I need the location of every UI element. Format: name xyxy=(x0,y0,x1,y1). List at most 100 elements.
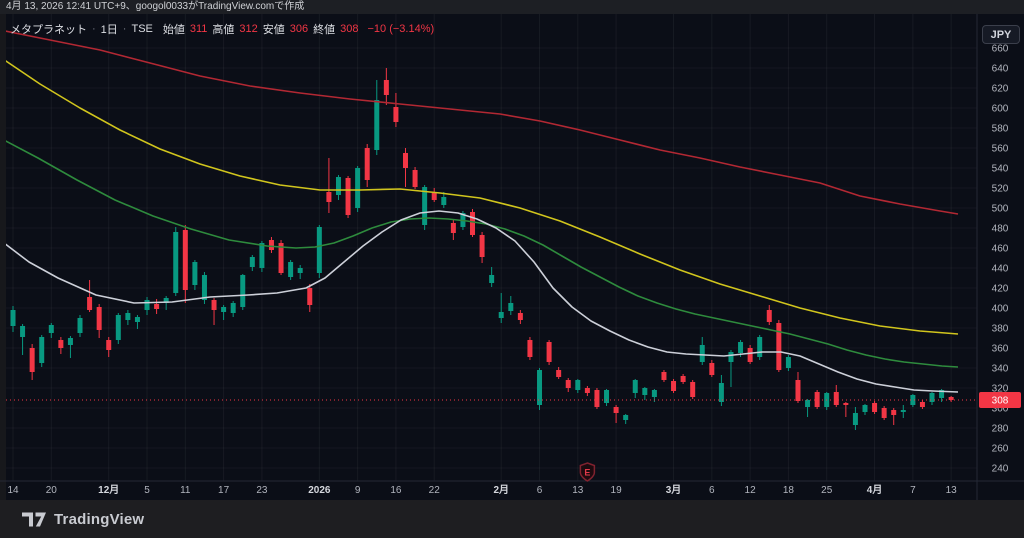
svg-text:E: E xyxy=(584,468,590,478)
price-axis-label: 600 xyxy=(992,104,1009,115)
currency-toggle-button[interactable]: JPY xyxy=(982,25,1020,44)
time-axis-label: 16 xyxy=(390,485,402,496)
price-axis-label: 300 xyxy=(992,404,1009,415)
candle xyxy=(833,385,839,407)
high-label: 高値 xyxy=(212,24,235,36)
time-axis-label: 14 xyxy=(7,485,19,496)
candle xyxy=(489,267,495,287)
candle xyxy=(374,80,380,155)
price-axis[interactable]: 660 640 620 600 580 560 540 520 500 480 460 440 420 4… xyxy=(992,44,1009,475)
candle xyxy=(67,336,73,358)
candle xyxy=(575,379,581,393)
time-axis-label: 2月 xyxy=(493,484,509,496)
candle xyxy=(671,379,677,393)
candle xyxy=(929,392,935,405)
price-axis-label: 540 xyxy=(992,164,1009,175)
candle xyxy=(144,297,150,315)
candle xyxy=(948,396,954,402)
ma-line-ma-200 xyxy=(6,30,959,215)
time-axis-label: 17 xyxy=(218,485,230,496)
chart-area[interactable]: 660 640 620 600 580 560 540 520 500 480 460 440 420 4… xyxy=(0,13,1024,500)
candle xyxy=(919,400,925,409)
symbol-name: メタプラネット xyxy=(10,24,87,36)
candle xyxy=(479,232,485,263)
tradingview-logo-icon xyxy=(22,512,46,526)
price-axis-label: 480 xyxy=(992,224,1009,235)
candle xyxy=(527,337,533,360)
candle xyxy=(470,209,476,237)
candle xyxy=(230,301,236,317)
candle xyxy=(680,374,686,384)
candle xyxy=(393,93,399,127)
candlestick-chart-canvas[interactable]: 6606406206005805605405205004804604404204… xyxy=(0,13,1024,500)
time-axis-label: 11 xyxy=(180,485,191,496)
time-axis-label: 4月 xyxy=(867,484,883,496)
candle xyxy=(134,315,140,329)
candle xyxy=(498,293,504,323)
time-axis-label: 25 xyxy=(821,485,833,496)
candle xyxy=(431,188,437,202)
candle xyxy=(757,335,763,360)
price-axis-label: 580 xyxy=(992,124,1009,135)
time-axis-label: 9 xyxy=(355,485,361,496)
candle xyxy=(307,284,313,312)
candle xyxy=(115,313,121,344)
candle xyxy=(211,298,217,325)
candle xyxy=(718,375,724,406)
svg-text:308: 308 xyxy=(992,396,1009,407)
time-axis[interactable]: 14 20 12月 5 11 17 23 2026 9 16 22 2月 6 13 19 3月 6 12 18 25 4… xyxy=(7,484,957,496)
candle xyxy=(565,378,571,392)
candle xyxy=(642,387,648,400)
candle xyxy=(699,337,705,365)
candle xyxy=(862,404,868,415)
candle xyxy=(87,280,93,312)
price-axis-label: 640 xyxy=(992,64,1009,75)
candle xyxy=(690,380,696,399)
candle xyxy=(288,260,294,280)
time-axis-label: 6 xyxy=(537,485,543,496)
candle xyxy=(546,340,552,365)
attribution-bar: 4月 13, 2026 12:41 UTC+9、googol0033がTradi… xyxy=(0,0,1024,14)
candle xyxy=(881,406,887,420)
candle xyxy=(594,388,600,409)
candle xyxy=(814,390,820,409)
time-axis-label: 18 xyxy=(783,485,795,496)
time-axis-label: 13 xyxy=(946,485,958,496)
price-axis-label: 620 xyxy=(992,84,1009,95)
ma-line-ma-7 xyxy=(6,210,959,393)
candle xyxy=(106,337,112,357)
time-axis-label: 6 xyxy=(709,485,715,496)
candle xyxy=(824,392,830,410)
candle xyxy=(173,227,179,296)
ma-line-ma-75 xyxy=(6,60,959,335)
attribution-text: 4月 13, 2026 12:41 UTC+9、googol0033がTradi… xyxy=(6,1,305,12)
candle xyxy=(537,368,543,410)
ma-line-ma-25 xyxy=(6,140,959,368)
earnings-marker-icon[interactable]: E xyxy=(579,462,596,482)
close-value: 308 xyxy=(340,23,359,35)
candle xyxy=(900,405,906,418)
candle xyxy=(766,305,772,325)
candle xyxy=(316,225,322,278)
change-value: −10 (−3.14%) xyxy=(367,23,435,35)
bottom-toolbar: TradingView xyxy=(0,500,1024,538)
candle xyxy=(661,370,667,382)
candle xyxy=(805,399,811,417)
candle xyxy=(20,324,26,355)
time-axis-label: 12 xyxy=(745,485,757,496)
time-axis-label: 5 xyxy=(144,485,150,496)
price-axis-label: 280 xyxy=(992,424,1009,435)
candle xyxy=(364,144,370,187)
symbol-legend[interactable]: メタプラネット · 1日 · TSE 始値 311 高値 312 安値 306 終値 3… xyxy=(10,21,434,37)
price-axis-label: 420 xyxy=(992,284,1009,295)
candle xyxy=(39,335,45,367)
candle xyxy=(259,241,265,272)
price-axis-label: 660 xyxy=(992,44,1009,55)
time-axis-label: 13 xyxy=(572,485,584,496)
candle xyxy=(383,68,389,105)
tradingview-logo[interactable]: TradingView xyxy=(22,511,144,528)
candle xyxy=(747,345,753,364)
candle xyxy=(910,394,916,407)
candle xyxy=(326,158,332,213)
